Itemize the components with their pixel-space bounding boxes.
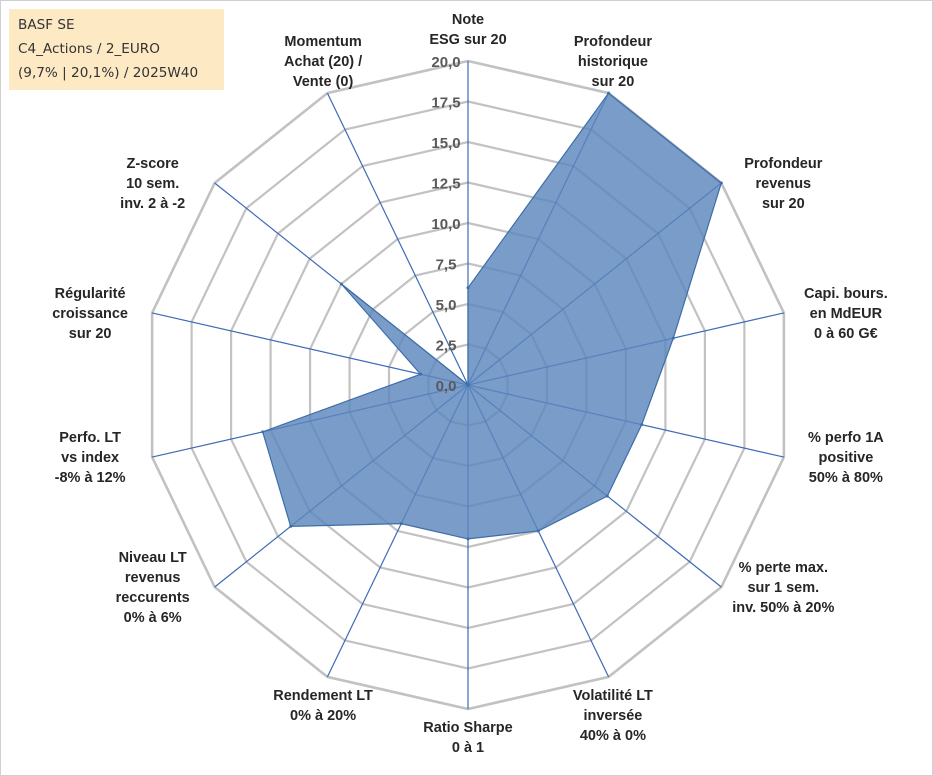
- axis-label-line: croissance: [52, 306, 128, 322]
- axis-label-line: inv. 50% à 20%: [732, 600, 834, 616]
- axis-label: Volatilité LT inversée 40% à 0%: [573, 688, 653, 744]
- axis-label: Perfo. LT vs index -8% à 12%: [55, 430, 126, 486]
- axis-label-line: sur 20: [592, 74, 635, 90]
- axis-label-line: Capi. bours.: [804, 286, 888, 302]
- axis-label: Profondeur revenus sur 20: [744, 156, 822, 212]
- axis-label: % perfo 1A positive 50% à 80%: [808, 430, 884, 486]
- axis-label: % perte max. sur 1 sem. inv. 50% à 20%: [732, 560, 834, 616]
- data-point: [399, 522, 403, 526]
- data-point: [607, 91, 611, 95]
- data-point: [640, 423, 644, 427]
- data-point: [466, 383, 470, 387]
- axis-label-line: Volatilité LT: [573, 688, 653, 704]
- category-label: C4_Actions / 2_EURO: [18, 41, 160, 57]
- axis-label: Rendement LT 0% à 20%: [273, 688, 373, 724]
- tick-label: 15,0: [431, 135, 460, 152]
- data-point: [339, 282, 343, 286]
- axis-label-line: Profondeur: [574, 34, 652, 50]
- data-point: [466, 537, 470, 541]
- data-point: [466, 286, 470, 290]
- axis-label-line: vs index: [61, 450, 119, 466]
- axis-label-line: 40% à 0%: [580, 728, 646, 744]
- radar-series: [261, 91, 723, 541]
- axis-label: Note ESG sur 20: [429, 12, 506, 48]
- axis-label-line: Momentum: [284, 34, 361, 50]
- security-name: BASF SE: [18, 17, 75, 33]
- axis-label-line: 50% à 80%: [809, 470, 883, 486]
- axis-label: Régularité croissance sur 20: [52, 286, 128, 342]
- tick-label: 12,5: [431, 176, 460, 193]
- data-point: [536, 529, 540, 533]
- axis-label-line: 0 à 1: [452, 740, 484, 756]
- axis-label: Capi. bours. en MdEUR 0 à 60 G€: [804, 286, 888, 342]
- axis-label: Z-score 10 sem. inv. 2 à -2: [120, 156, 185, 212]
- axis-label-line: inv. 2 à -2: [120, 196, 185, 212]
- tick-label: 0,0: [436, 378, 457, 395]
- axis-label-line: Niveau LT: [119, 550, 187, 566]
- data-point: [719, 181, 723, 185]
- info-box: BASF SE C4_Actions / 2_EURO (9,7% | 20,1…: [9, 9, 224, 90]
- axis-label-line: en MdEUR: [810, 306, 883, 322]
- axis-label-line: ESG sur 20: [429, 32, 506, 48]
- axis-label-line: 0% à 20%: [290, 708, 356, 724]
- axis-label-line: Z-score: [126, 156, 178, 172]
- axis-label-line: positive: [818, 450, 873, 466]
- axis-label-line: Vente (0): [293, 74, 354, 90]
- tick-label: 7,5: [436, 257, 457, 274]
- axis-label-line: Rendement LT: [273, 688, 373, 704]
- axis-label-line: Perfo. LT: [59, 430, 121, 446]
- axis-label-line: historique: [578, 54, 648, 70]
- data-point: [419, 372, 423, 376]
- axis-label-line: Ratio Sharpe: [423, 720, 512, 736]
- tick-label: 10,0: [431, 216, 460, 233]
- axis-label-line: 0 à 60 G€: [814, 326, 878, 342]
- axis-label-line: sur 20: [762, 196, 805, 212]
- data-point: [289, 524, 293, 528]
- series-area: [261, 92, 723, 540]
- axis-spoke: [326, 92, 469, 386]
- tick-label: 20,0: [431, 54, 460, 71]
- axis-label-line: sur 20: [69, 326, 112, 342]
- axis-label-line: Profondeur: [744, 156, 822, 172]
- axis-label-line: % perte max.: [739, 560, 828, 576]
- axis-label-line: % perfo 1A: [808, 430, 884, 446]
- axis-label-line: sur 1 sem.: [747, 580, 819, 596]
- axis-label-line: revenus: [756, 176, 812, 192]
- period-label: (9,7% | 20,1%) / 2025W40: [18, 65, 199, 81]
- axis-label-line: Régularité: [55, 286, 126, 302]
- axis-label: Momentum Achat (20) / Vente (0): [284, 34, 362, 90]
- axis-label-line: reccurents: [116, 590, 190, 606]
- axis-label-line: 0% à 6%: [124, 610, 182, 626]
- radial-tick-labels: 0,0 2,5 5,0 7,5 10,0 12,5 15,0 17,5 20,0: [431, 54, 460, 395]
- axis-label-line: Achat (20) /: [284, 54, 362, 70]
- data-point: [605, 494, 609, 498]
- axis-label: Profondeur historique sur 20: [574, 34, 652, 90]
- tick-label: 2,5: [436, 338, 457, 355]
- data-point: [261, 430, 265, 434]
- tick-label: 17,5: [431, 95, 460, 112]
- axis-spoke: [151, 312, 469, 386]
- axis-labels: Note ESG sur 20 Profondeur historique sur 20…: [52, 12, 888, 756]
- axis-label-line: revenus: [125, 570, 181, 586]
- data-point: [671, 336, 675, 340]
- axis-label: Niveau LT revenus reccurents 0% à 6%: [116, 550, 190, 626]
- axis-label-line: -8% à 12%: [55, 470, 126, 486]
- axis-label-line: 10 sem.: [126, 176, 179, 192]
- tick-label: 5,0: [436, 297, 457, 314]
- axis-label: Ratio Sharpe 0 à 1: [423, 720, 512, 756]
- axis-label-line: Note: [452, 12, 484, 28]
- axis-label-line: inversée: [583, 708, 642, 724]
